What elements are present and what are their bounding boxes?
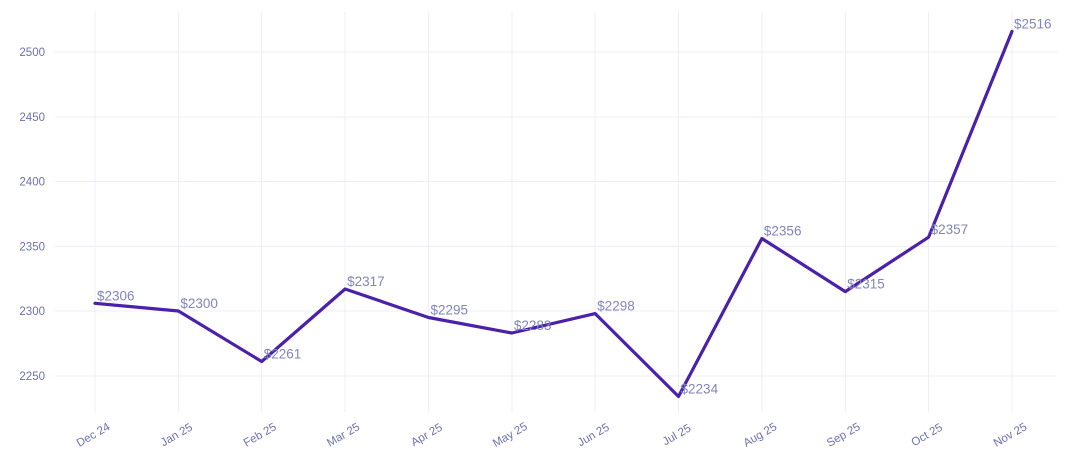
x-axis-label: Jul 25 (661, 423, 694, 449)
point-label: $2357 (931, 222, 969, 237)
point-label: $2295 (430, 303, 468, 318)
y-tick-label: 2500 (19, 47, 45, 59)
point-label: $2516 (1014, 16, 1052, 31)
point-label: $2306 (97, 288, 135, 303)
x-axis-label: Feb 25 (242, 421, 279, 449)
point-label: $2283 (514, 318, 552, 333)
point-label: $2317 (347, 274, 385, 289)
x-axis-label: Dec 24 (75, 421, 113, 450)
x-axis-label: Apr 25 (409, 422, 444, 449)
y-tick-label: 2350 (19, 241, 45, 253)
y-tick-label: 2450 (19, 112, 45, 124)
point-label: $2234 (681, 381, 719, 396)
point-label: $2356 (764, 224, 802, 239)
x-axis-label: Mar 25 (325, 421, 362, 449)
series-line[interactable] (93, 29, 1014, 399)
x-axis-label: Jan 25 (159, 422, 195, 450)
y-tick-label: 2400 (19, 177, 45, 189)
x-axis-label: Sep 25 (825, 421, 863, 450)
y-tick-label: 2250 (19, 371, 45, 383)
point-label: $2298 (597, 299, 635, 314)
x-axis-label: Jun 25 (576, 422, 612, 450)
x-axis-label: Aug 25 (742, 421, 780, 450)
x-axis-label: Oct 25 (909, 422, 944, 449)
y-tick-label: 2300 (19, 306, 45, 318)
point-label: $2315 (847, 277, 885, 292)
x-axis-label: Nov 25 (992, 421, 1030, 450)
point-label: $2261 (264, 347, 302, 362)
point-label: $2300 (180, 296, 218, 311)
x-axis-label: May 25 (491, 421, 530, 450)
